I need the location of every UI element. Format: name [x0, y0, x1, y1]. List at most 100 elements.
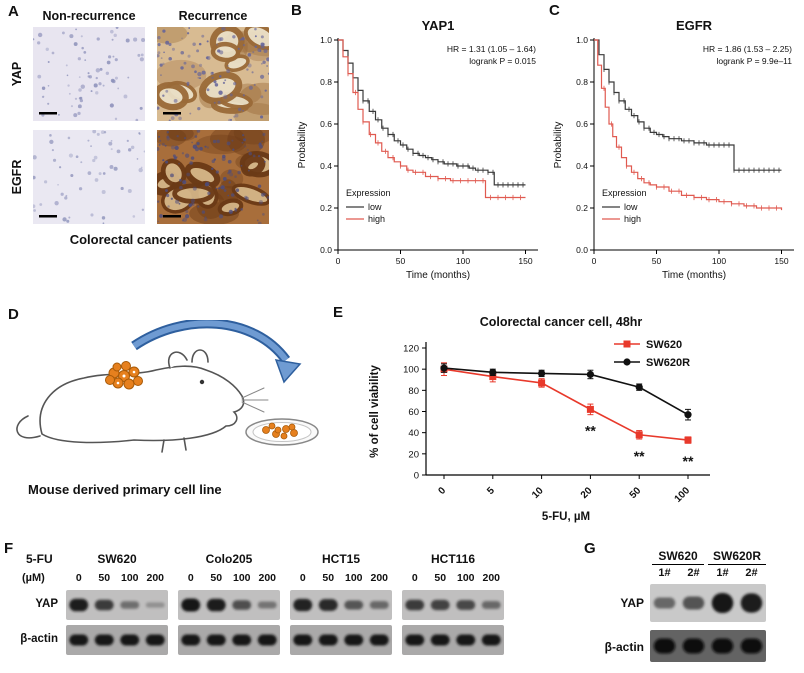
- panel-a-caption: Colorectal cancer patients: [69, 232, 233, 247]
- panel-d-label: D: [8, 306, 19, 323]
- f-cellline-sw620: SW620: [97, 552, 137, 566]
- ihc-image-egfr-nonrecurrence: [33, 130, 145, 224]
- conc-value: 50: [322, 572, 335, 584]
- g-row-label-actin: β-actin: [604, 640, 644, 654]
- km-plot-egfr: EGFR 0.0 0.2 0.4 0.6 0.8 1.0 0 50 100 150 Probabili…: [553, 18, 794, 281]
- conc-value: 50: [210, 572, 223, 584]
- ihc-image-yap-nonrecurrence: [33, 27, 145, 121]
- svg-text:HR = 1.86 (1.53 – 2.25): HR = 1.86 (1.53 – 2.25): [703, 44, 792, 54]
- panel-a-label: A: [8, 3, 19, 20]
- conc-value: 200: [258, 572, 277, 584]
- blot-f-yap-colo205: [178, 590, 280, 620]
- conc-value: 200: [370, 572, 389, 584]
- col-header-recurrence: Recurrence: [178, 9, 248, 23]
- svg-text:0.2: 0.2: [320, 203, 332, 213]
- svg-text:20: 20: [579, 485, 595, 501]
- svg-text:low: low: [368, 202, 382, 212]
- tumor-cells-icon: [105, 361, 143, 390]
- blot-f-yap-hct116: [402, 590, 504, 620]
- conc-value: 0: [187, 572, 194, 584]
- svg-text:0: 0: [414, 471, 419, 482]
- svg-text:80: 80: [408, 386, 419, 397]
- lane-label: 1#: [716, 567, 729, 579]
- blot-f-yap-hct15: [290, 590, 392, 620]
- svg-text:Time (months): Time (months): [406, 270, 470, 281]
- transfer-arrow-icon: [131, 320, 302, 384]
- mouse-illustration: [16, 320, 319, 453]
- svg-text:0.6: 0.6: [576, 119, 588, 129]
- conc-value: 0: [411, 572, 418, 584]
- svg-text:high: high: [624, 214, 641, 224]
- g-group-sw620: SW620: [652, 549, 704, 565]
- svg-text:HR = 1.31 (1.05 – 1.64): HR = 1.31 (1.05 – 1.64): [447, 44, 536, 54]
- svg-text:SW620: SW620: [646, 339, 682, 351]
- svg-text:150: 150: [518, 256, 532, 266]
- mouse-legs: [161, 437, 187, 453]
- lane-label: 2#: [687, 567, 700, 579]
- panel-g-label: G: [584, 540, 596, 557]
- conc-value: 200: [482, 572, 501, 584]
- f-treatment-label: 5-FU: [26, 552, 53, 566]
- svg-text:100: 100: [403, 365, 419, 376]
- conc-value: 0: [75, 572, 82, 584]
- conc-value: 100: [456, 572, 475, 584]
- svg-text:150: 150: [774, 256, 788, 266]
- svg-text:100: 100: [712, 256, 726, 266]
- svg-text:YAP1: YAP1: [422, 18, 455, 33]
- svg-text:5-FU, µM: 5-FU, µM: [542, 511, 590, 523]
- f-row-label-actin: β-actin: [20, 633, 58, 645]
- g-lane-row: 1# 2# 1# 2#: [650, 567, 766, 579]
- row-label-egfr: EGFR: [10, 159, 24, 195]
- mouse-ear-left: [167, 351, 188, 369]
- mouse-eye: [199, 379, 205, 385]
- blot-g-yap: [650, 584, 766, 622]
- svg-text:Probability: Probability: [297, 122, 308, 169]
- lane-label: 1#: [658, 567, 671, 579]
- svg-text:Probability: Probability: [553, 122, 564, 169]
- ihc-image-yap-recurrence: [157, 27, 269, 121]
- conc-value: 100: [344, 572, 363, 584]
- panel-b-label: B: [291, 2, 302, 19]
- panel-d-caption: Mouse derived primary cell line: [28, 482, 222, 497]
- panel-c-label: C: [549, 2, 560, 19]
- svg-text:0: 0: [436, 485, 448, 497]
- svg-text:0.8: 0.8: [576, 77, 588, 87]
- svg-text:**: **: [585, 422, 596, 438]
- f-row-label-yap: YAP: [35, 598, 58, 610]
- f-conc-row: 0 50 100 200: [402, 572, 504, 584]
- svg-text:logrank P = 0.015: logrank P = 0.015: [469, 56, 536, 66]
- svg-text:Expression: Expression: [602, 188, 647, 198]
- svg-text:0: 0: [336, 256, 341, 266]
- svg-text:100: 100: [456, 256, 470, 266]
- panel-e-label: E: [333, 304, 344, 321]
- svg-text:EGFR: EGFR: [676, 18, 713, 33]
- mouse-tail: [16, 415, 41, 439]
- svg-text:40: 40: [408, 428, 419, 439]
- conc-value: 100: [232, 572, 251, 584]
- mouse-body: [39, 365, 245, 444]
- conc-value: 0: [299, 572, 306, 584]
- svg-text:50: 50: [652, 256, 662, 266]
- svg-text:60: 60: [408, 407, 419, 418]
- svg-text:100: 100: [673, 485, 693, 505]
- mouse-whiskers: [241, 387, 269, 413]
- ihc-image-egfr-recurrence: [157, 130, 269, 224]
- conc-value: 50: [98, 572, 111, 584]
- blot-f-actin-hct116: [402, 625, 504, 655]
- svg-text:20: 20: [408, 449, 419, 460]
- svg-text:0: 0: [592, 256, 597, 266]
- mouse-sketch: [16, 349, 269, 453]
- conc-value: 100: [120, 572, 139, 584]
- row-label-yap: YAP: [10, 61, 24, 87]
- svg-text:Colorectal cancer cell, 48hr: Colorectal cancer cell, 48hr: [480, 315, 643, 329]
- svg-text:0.8: 0.8: [320, 77, 332, 87]
- blot-f-actin-colo205: [178, 625, 280, 655]
- blot-f-actin-hct15: [290, 625, 392, 655]
- blot-g-actin: [650, 630, 766, 662]
- svg-text:0.0: 0.0: [576, 245, 588, 255]
- col-header-nonrecurrence: Non-recurrence: [42, 9, 136, 23]
- svg-text:SW620R: SW620R: [646, 357, 690, 369]
- blot-f-yap-sw620: [66, 590, 168, 620]
- svg-text:**: **: [634, 448, 645, 464]
- svg-text:low: low: [624, 202, 638, 212]
